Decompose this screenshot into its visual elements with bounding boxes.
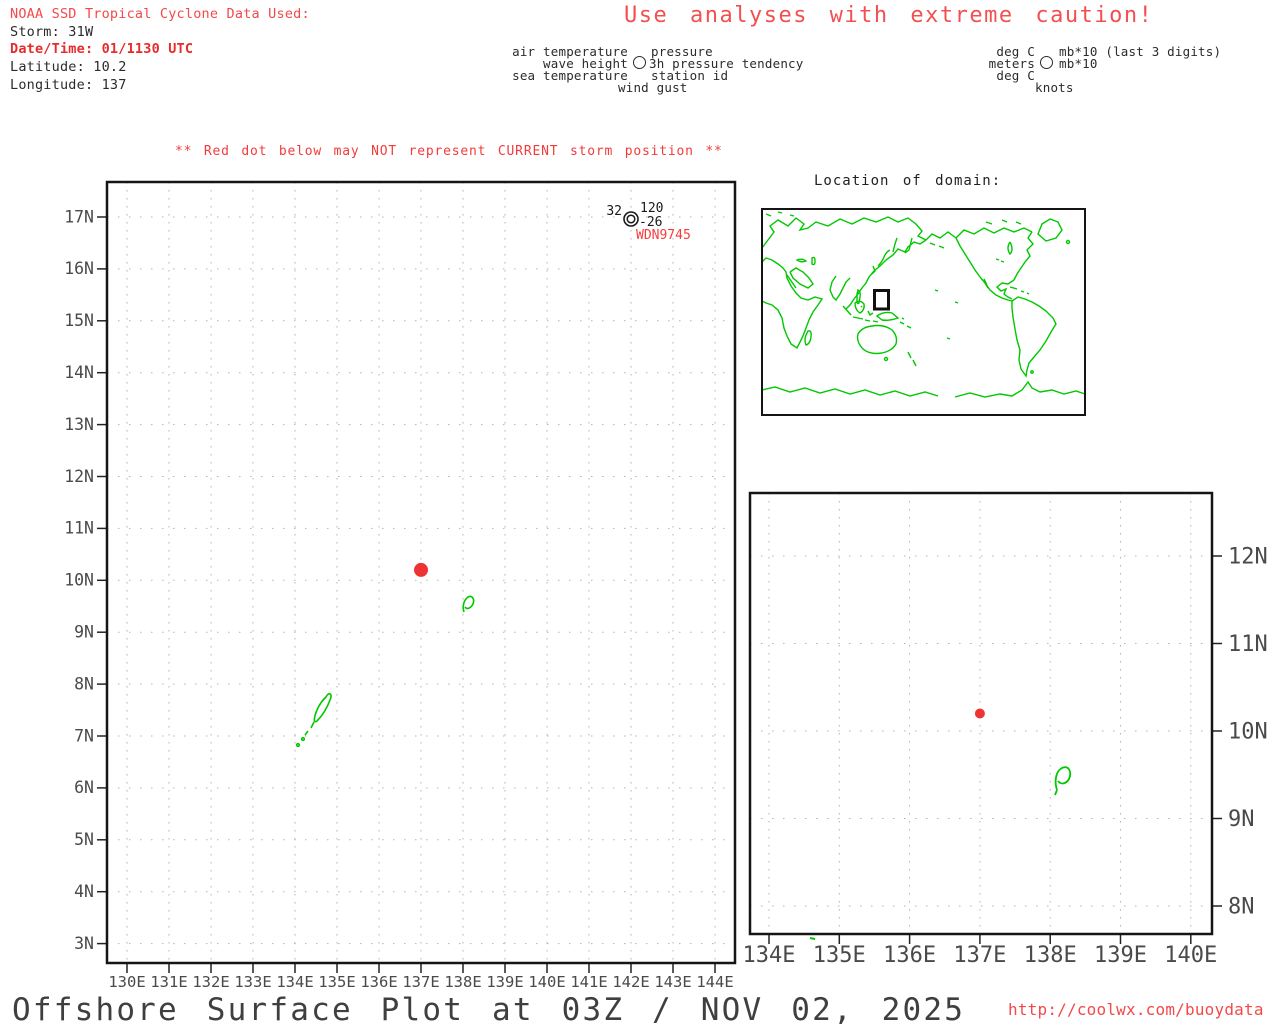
y-tick-label: 4N	[74, 882, 94, 901]
x-tick-label: 139E	[1094, 943, 1147, 968]
island-outline	[462, 595, 475, 613]
station-circle-icon	[1040, 56, 1053, 69]
storm-position-dot	[414, 562, 428, 577]
legend-wave-height: wave height	[543, 56, 628, 71]
world-map-inset	[761, 208, 1086, 416]
y-tick-label: 15N	[64, 311, 94, 330]
station-pressure: 120	[640, 201, 663, 216]
legend-unit-degc-2: deg C	[996, 68, 1035, 83]
datetime-line: Date/Time: 01/1130 UTC	[10, 41, 194, 57]
y-tick-label: 11N	[1228, 632, 1268, 657]
x-tick-label: 134E	[276, 973, 313, 991]
station-circle-inner	[626, 214, 636, 224]
caution-headline: Use analyses with extreme caution!	[624, 3, 1154, 28]
x-tick-label: 137E	[402, 973, 439, 991]
domain-location-box	[873, 289, 890, 311]
main-plot: 130E 131E 132E 133E 134E 135E 136E 137E 138E 139E…	[64, 180, 737, 991]
x-tick-label: 143E	[654, 973, 691, 991]
x-tick-label: 140E	[1164, 943, 1217, 968]
y-tick-label: 8N	[74, 674, 94, 693]
legend-sea-temperature: sea temperature	[512, 68, 628, 83]
x-tick-label: 136E	[883, 943, 936, 968]
x-tick-label: 134E	[743, 943, 796, 968]
y-tick-label: 9N	[74, 622, 94, 641]
y-tick-label: 8N	[1228, 894, 1255, 919]
island-outline	[1054, 766, 1072, 796]
main-plot-border	[105, 180, 737, 965]
zoom-plot-border	[748, 491, 1214, 936]
station-circle-outer	[623, 211, 639, 227]
inset-map-border	[761, 208, 1086, 416]
station-air-temperature: 32	[606, 204, 622, 219]
x-tick-label: 138E	[444, 973, 481, 991]
y-tick-label: 9N	[1228, 807, 1255, 832]
noaa-data-line: NOAA SSD Tropical Cyclone Data Used:	[10, 6, 310, 22]
longitude-line: Longitude: 137	[10, 77, 127, 93]
legend-unit-mb10: mb*10	[1059, 56, 1098, 71]
x-tick-label: 135E	[318, 973, 355, 991]
x-tick-label: 139E	[486, 973, 523, 991]
x-tick-label: 138E	[1024, 943, 1077, 968]
y-tick-label: 6N	[74, 778, 94, 797]
zoom-plot: 134E 135E 136E 137E 138E 139E 140E 12N 11N 10N 9N 8…	[743, 491, 1268, 968]
legend-unit-mb10-last3: mb*10 (last 3 digits)	[1059, 44, 1222, 59]
x-tick-label: 142E	[612, 973, 649, 991]
station-pressure-tendency: -26	[639, 215, 662, 230]
x-tick-label: 144E	[696, 973, 733, 991]
y-tick-label: 12N	[1228, 544, 1268, 569]
legend-pressure-tendency: 3h pressure tendency	[649, 56, 804, 71]
y-tick-label: 13N	[64, 415, 94, 434]
station-circle-icon	[633, 56, 646, 69]
legend-pressure: pressure	[651, 44, 713, 59]
x-tick-label: 141E	[570, 973, 607, 991]
y-tick-label: 16N	[64, 259, 94, 278]
legend-air-temperature: air temperature	[512, 44, 628, 59]
island-tip	[809, 937, 816, 940]
legend-station-id: station id	[651, 68, 729, 83]
legend-unit-meters: meters	[988, 56, 1035, 71]
y-tick-label: 7N	[74, 726, 94, 745]
station-id-label: WDN9745	[636, 228, 691, 243]
world-coastlines	[761, 211, 1086, 398]
x-tick-label: 132E	[192, 973, 229, 991]
palau-islands-outline	[295, 692, 332, 748]
y-tick-label: 17N	[64, 207, 94, 226]
x-tick-label: 133E	[234, 973, 271, 991]
y-tick-label: 10N	[1228, 719, 1268, 744]
source-url-link[interactable]: http://coolwx.com/buoydata	[1008, 1000, 1264, 1019]
storm-id-line: Storm: 31W	[10, 24, 94, 40]
y-tick-label: 11N	[64, 519, 94, 538]
y-tick-label: 3N	[74, 934, 94, 953]
storm-position-warning: ** Red dot below may NOT represent CURRE…	[175, 144, 723, 159]
x-tick-label: 135E	[813, 943, 866, 968]
y-tick-label: 10N	[64, 571, 94, 590]
x-tick-label: 140E	[528, 973, 565, 991]
legend-wind-gust: wind gust	[618, 80, 688, 95]
inset-map-title: Location of domain:	[814, 173, 1002, 189]
latitude-line: Latitude: 10.2	[10, 59, 127, 75]
x-tick-label: 131E	[150, 973, 187, 991]
y-tick-label: 14N	[64, 363, 94, 382]
storm-position-dot	[974, 708, 985, 719]
legend-unit-knots: knots	[1035, 80, 1074, 95]
page-title: Offshore Surface Plot at 03Z / NOV 02, 2…	[12, 992, 966, 1024]
y-tick-label: 5N	[74, 830, 94, 849]
legend-unit-degc-1: deg C	[996, 44, 1035, 59]
x-tick-label: 137E	[953, 943, 1006, 968]
x-tick-label: 130E	[108, 973, 145, 991]
x-tick-label: 136E	[360, 973, 397, 991]
y-tick-label: 12N	[64, 467, 94, 486]
